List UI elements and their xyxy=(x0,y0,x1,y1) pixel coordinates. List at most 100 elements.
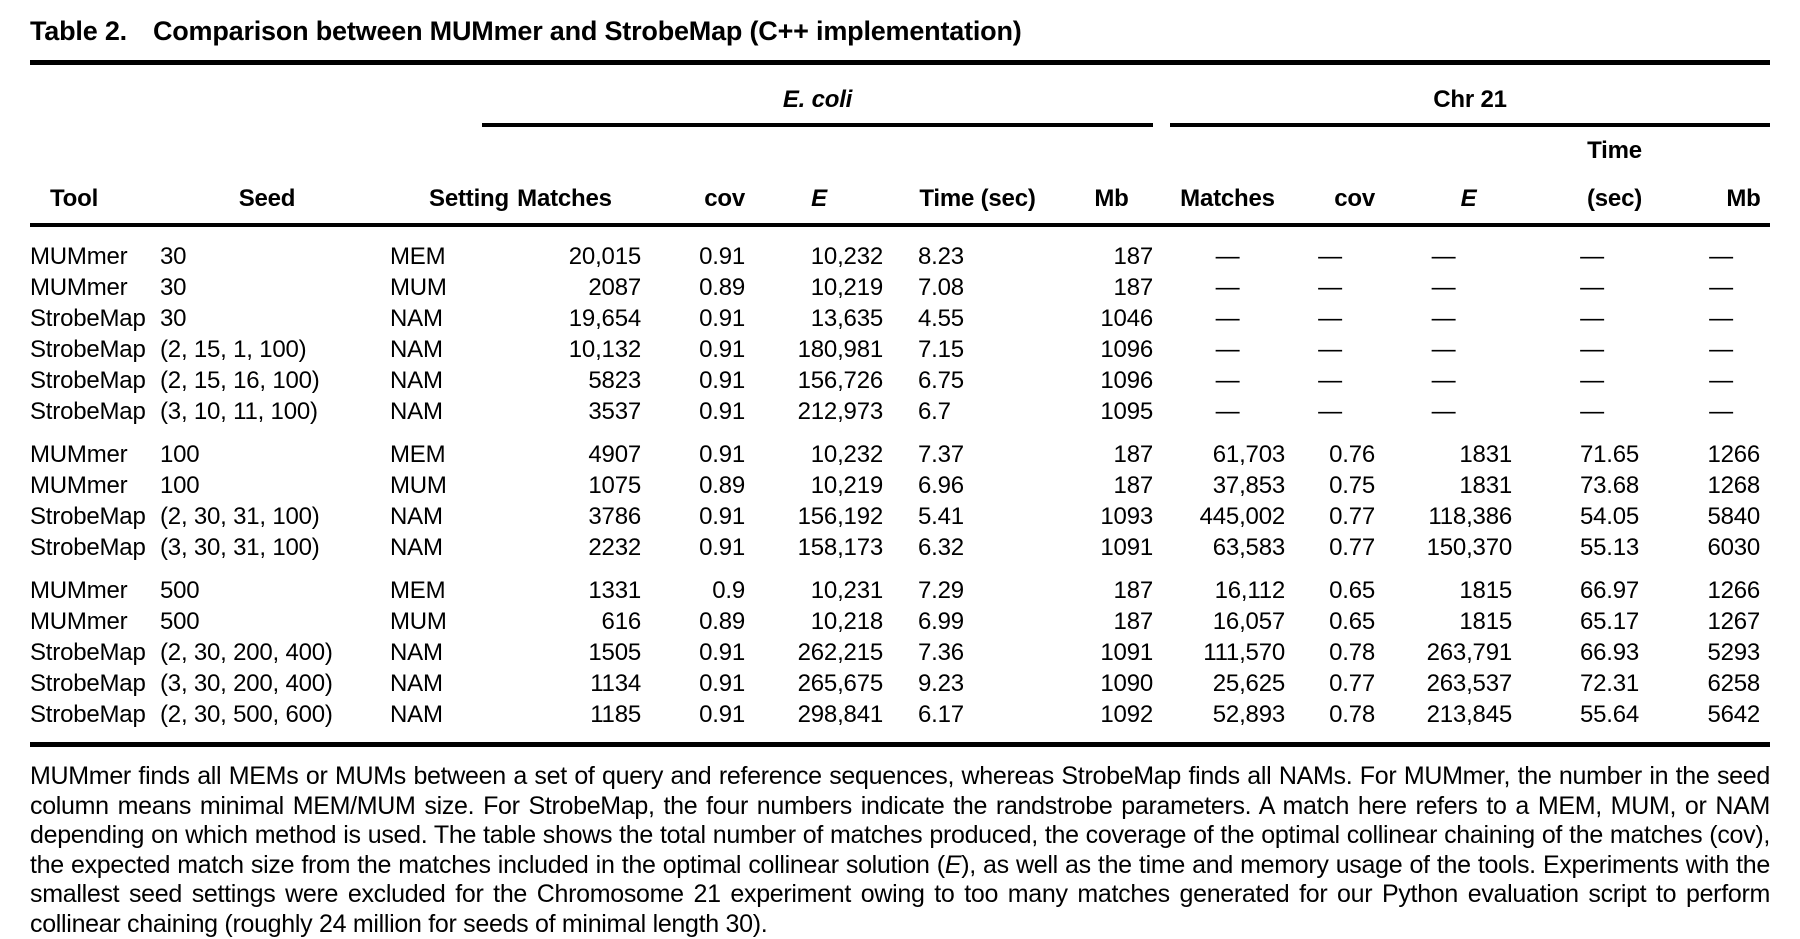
cell-ecoli-mb: 1091 xyxy=(1100,534,1153,561)
cell-tool: StrobeMap xyxy=(30,367,146,394)
cell-chr21-time: 66.97 xyxy=(1580,577,1640,604)
cell-seed: (3, 30, 31, 100) xyxy=(160,534,320,561)
cell-ecoli-time: 7.37 xyxy=(918,441,964,468)
cell-setting: NAM xyxy=(390,336,443,363)
group-header-chr21: Chr 21 xyxy=(1170,62,1771,127)
cell-tool: MUMmer xyxy=(30,243,128,270)
cell-ecoli-matches: 10,132 xyxy=(568,336,641,363)
col-header-chr21-matches: Matches xyxy=(1170,125,1285,227)
cell-chr21-mb: 5840 xyxy=(1707,503,1761,530)
cell-ecoli-e: 10,218 xyxy=(810,608,883,635)
cell-ecoli-time: 6.7 xyxy=(918,398,951,425)
table-row: StrobeMap (3, 30, 31, 100) NAM 2232 0.91… xyxy=(30,532,1770,563)
cell-setting: MEM xyxy=(390,243,446,270)
cell-ecoli-matches: 4907 xyxy=(588,441,641,468)
cell-chr21-mb: — xyxy=(1709,305,1733,332)
cell-chr21-matches: 445,002 xyxy=(1199,503,1286,530)
cell-gap xyxy=(1153,699,1170,745)
cell-seed: (2, 15, 1, 100) xyxy=(160,336,307,363)
table-row: StrobeMap (2, 15, 1, 100) NAM 10,132 0.9… xyxy=(30,334,1770,365)
cell-ecoli-cov: 0.91 xyxy=(699,670,745,697)
cell-chr21-time: 55.13 xyxy=(1580,534,1640,561)
cell-tool: MUMmer xyxy=(30,577,128,604)
cell-chr21-cov: — xyxy=(1318,336,1342,363)
cell-ecoli-e: 156,726 xyxy=(797,367,884,394)
cell-ecoli-e: 158,173 xyxy=(797,534,884,561)
cell-chr21-cov: — xyxy=(1318,243,1342,270)
cell-gap xyxy=(1153,668,1170,699)
cell-chr21-mb: — xyxy=(1709,243,1733,270)
cell-ecoli-e: 13,635 xyxy=(810,305,883,332)
cell-chr21-time: — xyxy=(1580,398,1604,425)
cell-ecoli-time: 7.15 xyxy=(918,336,964,363)
table-row: StrobeMap (3, 10, 11, 100) NAM 3537 0.91… xyxy=(30,396,1770,427)
cell-chr21-matches: 111,570 xyxy=(1203,639,1285,666)
table-row: MUMmer 30 MUM 2087 0.89 10,219 7.08 187 … xyxy=(30,272,1770,303)
cell-chr21-matches: — xyxy=(1215,305,1240,332)
cell-setting: NAM xyxy=(390,534,443,561)
table-row: StrobeMap (2, 30, 500, 600) NAM 1185 0.9… xyxy=(30,699,1770,745)
cell-chr21-mb: — xyxy=(1709,367,1733,394)
cell-chr21-matches: 61,703 xyxy=(1212,441,1285,468)
cell-ecoli-e: 10,219 xyxy=(810,274,883,301)
footnote-italic-e: E xyxy=(944,850,962,879)
cell-chr21-e: — xyxy=(1431,274,1456,301)
cell-ecoli-time: 7.08 xyxy=(918,274,964,301)
cell-chr21-cov: 0.77 xyxy=(1329,503,1375,530)
cell-seed: 30 xyxy=(160,243,187,270)
cell-chr21-matches: — xyxy=(1215,367,1240,394)
cell-chr21-e: — xyxy=(1431,367,1456,394)
cell-chr21-time: 55.64 xyxy=(1580,701,1640,728)
cell-chr21-mb: — xyxy=(1709,274,1733,301)
cell-chr21-e: — xyxy=(1431,305,1456,332)
cell-chr21-cov: — xyxy=(1318,274,1342,301)
cell-ecoli-e: 156,192 xyxy=(797,503,884,530)
cell-seed: (3, 10, 11, 100) xyxy=(160,398,318,425)
cell-chr21-time: — xyxy=(1580,305,1604,332)
col-header-ecoli-cov: cov xyxy=(647,125,753,227)
cell-setting: NAM xyxy=(390,398,443,425)
cell-chr21-cov: 0.77 xyxy=(1329,670,1375,697)
cell-chr21-cov: — xyxy=(1318,367,1342,394)
cell-chr21-mb: 1266 xyxy=(1707,441,1761,468)
cell-chr21-cov: 0.75 xyxy=(1329,472,1375,499)
cell-chr21-matches: — xyxy=(1215,243,1240,270)
table-row: StrobeMap (2, 30, 31, 100) NAM 3786 0.91… xyxy=(30,501,1770,532)
cell-ecoli-time: 6.99 xyxy=(918,608,964,635)
cell-ecoli-e: 10,219 xyxy=(810,472,883,499)
cell-ecoli-cov: 0.91 xyxy=(699,243,745,270)
cell-ecoli-mb: 187 xyxy=(1113,243,1154,270)
cell-chr21-time: 66.93 xyxy=(1580,639,1640,666)
cell-chr21-time: 71.65 xyxy=(1580,441,1640,468)
cell-setting: NAM xyxy=(390,305,443,332)
cell-chr21-mb: 1267 xyxy=(1707,608,1761,635)
cell-ecoli-matches: 1185 xyxy=(590,701,641,728)
cell-chr21-time: 65.17 xyxy=(1580,608,1640,635)
cell-chr21-cov: 0.78 xyxy=(1329,639,1375,666)
cell-ecoli-time: 8.23 xyxy=(918,243,964,270)
cell-ecoli-mb: 187 xyxy=(1113,472,1154,499)
comparison-table: E. coli Chr 21 Tool Seed Setting Matches… xyxy=(30,60,1771,747)
cell-ecoli-time: 6.96 xyxy=(918,472,964,499)
cell-setting: NAM xyxy=(390,639,443,666)
cell-ecoli-e: 10,231 xyxy=(810,577,883,604)
cell-gap xyxy=(1153,427,1170,470)
cell-ecoli-cov: 0.91 xyxy=(699,336,745,363)
cell-seed: (3, 30, 200, 400) xyxy=(160,670,333,697)
cell-gap xyxy=(1153,365,1170,396)
cell-chr21-time: 72.31 xyxy=(1580,670,1640,697)
cell-ecoli-matches: 3537 xyxy=(588,398,641,425)
cell-tool: StrobeMap xyxy=(30,534,146,561)
cell-chr21-cov: 0.65 xyxy=(1329,577,1375,604)
cell-tool: StrobeMap xyxy=(30,336,146,363)
col-header-ecoli-mb: Mb xyxy=(1045,125,1153,227)
cell-ecoli-cov: 0.91 xyxy=(699,639,745,666)
cell-ecoli-mb: 187 xyxy=(1113,274,1154,301)
cell-chr21-matches: — xyxy=(1215,336,1240,363)
cell-chr21-time: — xyxy=(1580,336,1604,363)
cell-chr21-mb: 1266 xyxy=(1707,577,1761,604)
table-row: StrobeMap 30 NAM 19,654 0.91 13,635 4.55… xyxy=(30,303,1770,334)
table-row: MUMmer 500 MEM 1331 0.9 10,231 7.29 187 … xyxy=(30,563,1770,606)
cell-ecoli-matches: 20,015 xyxy=(568,243,641,270)
group-header-ecoli: E. coli xyxy=(482,62,1153,127)
